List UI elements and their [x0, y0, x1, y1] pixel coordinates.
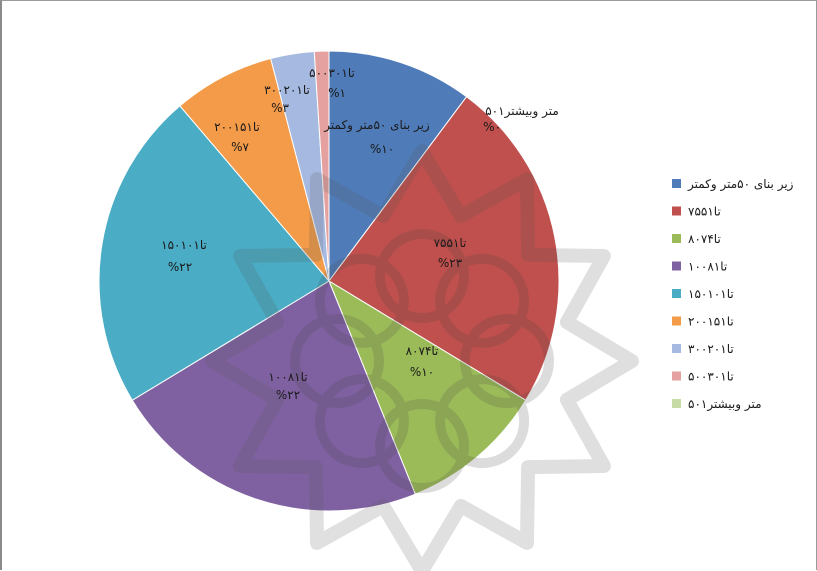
slice-category-label: ۸۰تا۷۴	[406, 344, 439, 358]
slice-percent-label: %۳	[271, 101, 289, 115]
watermark-loop	[314, 253, 409, 348]
slice-percent-label: %۲۲	[276, 388, 300, 402]
legend-swatch	[672, 399, 681, 408]
watermark-loop	[460, 314, 554, 408]
legend-label: ۳۰۰تا۲۰۱	[688, 342, 734, 356]
legend-swatch	[672, 344, 681, 353]
slice-percent-label: %۱	[328, 86, 346, 100]
slice-category-label: ۲۰۰تا۱۵۱	[214, 120, 260, 134]
slice-percent-label: %۰	[483, 120, 501, 134]
pie-slice	[131, 280, 416, 512]
watermark-loop	[314, 374, 409, 469]
slice-percent-label: %۷	[231, 140, 249, 154]
pie-slice	[98, 105, 330, 401]
legend-label: ۵۰۱متر وبیشتر	[688, 397, 762, 412]
legend-label: ۱۵۰تا۱۰۱	[688, 287, 734, 301]
watermark-star	[205, 144, 639, 571]
watermark-loop	[375, 399, 469, 493]
pie-labels: زیر بنای ۵۰متر وکمتر %۱۰ ۷۵تا۵۱ %۲۳ ۸۰تا۷۴ %۱…	[161, 66, 559, 402]
legend-swatch	[672, 261, 681, 271]
slice-category-label: ۷۵تا۵۱	[434, 236, 467, 250]
legend-swatch	[672, 206, 681, 216]
legend-swatch	[672, 371, 681, 381]
legend-swatch	[672, 179, 681, 188]
slice-category-label: ۱۰۰تا۸۱	[268, 370, 307, 384]
watermark-loop	[435, 374, 530, 469]
slice-percent-label: %۲۳	[438, 256, 463, 270]
legend-swatch	[672, 289, 681, 298]
pie-slice	[179, 57, 330, 282]
legend-label: ۷۵تا۵۱	[688, 205, 721, 219]
slice-category-label: ۳۰۰تا۲۰۱	[264, 83, 310, 97]
legend-label: ۱۰۰تا۸۱	[688, 260, 727, 274]
legend-swatch	[672, 316, 681, 326]
slice-percent-label: %۲۲	[168, 260, 192, 274]
watermark-loop	[435, 253, 530, 348]
pie-slice	[328, 50, 468, 283]
watermark-ornament	[205, 144, 639, 571]
legend-label: زیر بنای ۵۰متر وکمتر	[687, 177, 794, 192]
legend: زیر بنای ۵۰متر وکمتر ۷۵تا۵۱ ۸۰تا۷۴ ۱۰۰تا۸۱ ۱…	[672, 177, 794, 412]
pie-slice	[313, 50, 330, 282]
pie-slices	[98, 50, 560, 512]
legend-label: ۲۰۰تا۱۵۱	[688, 315, 734, 329]
legend-label: ۵۰۰تا۳۰۱	[688, 370, 734, 384]
legend-swatch	[672, 234, 681, 243]
slice-percent-label: %۱۰	[410, 365, 434, 379]
pie-slice	[327, 279, 527, 495]
watermark-loop	[290, 314, 384, 408]
slice-category-label: ۵۰۱متر وبیشتر	[485, 104, 559, 119]
watermark-loop	[375, 229, 469, 323]
pie-slice	[328, 95, 560, 401]
slice-percent-label: %۱۰	[370, 142, 394, 156]
slice-category-label: زیر بنای ۵۰متر وکمتر	[323, 118, 430, 133]
slice-category-label: ۱۵۰تا۱۰۱	[161, 238, 207, 252]
slice-category-label: ۵۰۰تا۳۰۱	[309, 66, 355, 80]
legend-label: ۸۰تا۷۴	[688, 232, 721, 246]
